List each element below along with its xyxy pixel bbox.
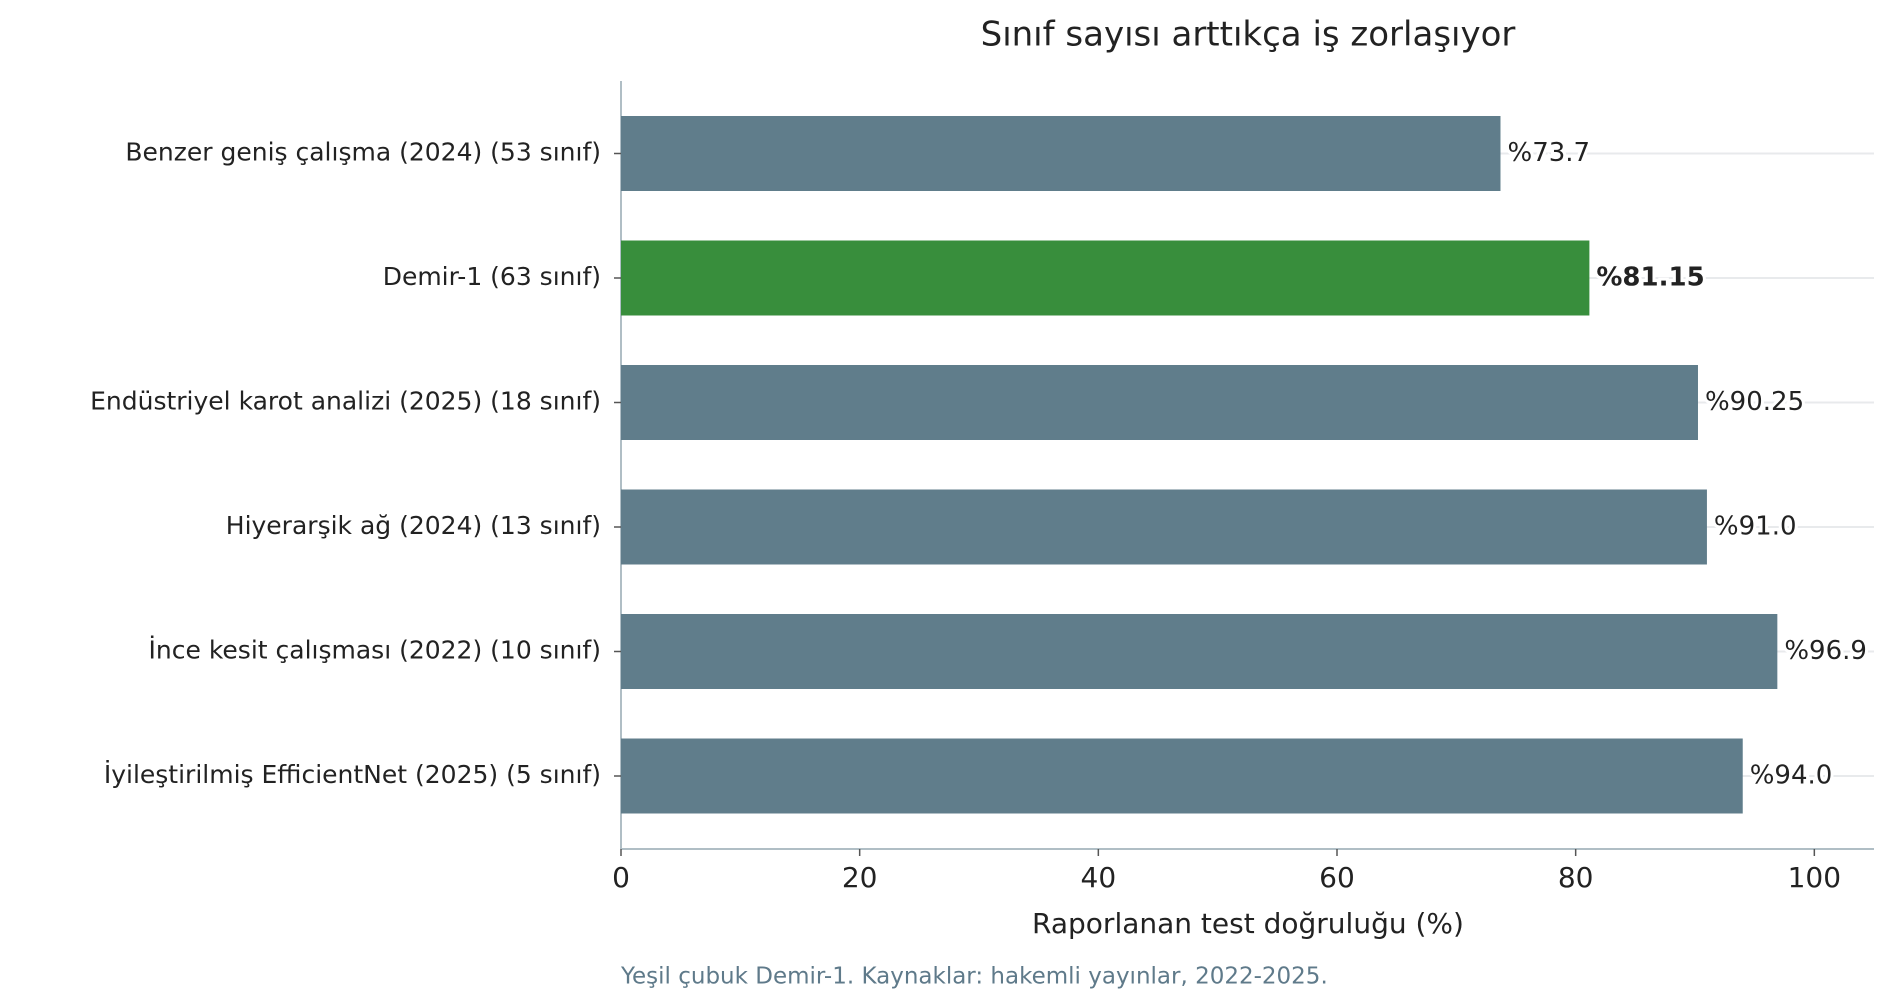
x-tick-label: 0 bbox=[612, 861, 630, 894]
chart-title: Sınıf sayısı arttıkça iş zorlaşıyor bbox=[981, 15, 1516, 55]
x-tick-label: 40 bbox=[1081, 861, 1117, 894]
value-label: %96.9 bbox=[1784, 636, 1867, 666]
x-tick-label: 20 bbox=[842, 861, 878, 894]
x-tick-label: 100 bbox=[1788, 861, 1841, 894]
value-label: %81.15 bbox=[1596, 263, 1704, 293]
x-axis-label: Raporlanan test doğruluğu (%) bbox=[1032, 907, 1464, 940]
y-tick-label: Benzer geniş çalışma (2024) (53 sınıf) bbox=[125, 138, 601, 167]
bar bbox=[621, 738, 1743, 814]
value-label: %90.25 bbox=[1705, 387, 1804, 417]
y-tick-label: İyileştirilmiş EfficientNet (2025) (5 sı… bbox=[104, 760, 601, 789]
bar bbox=[621, 116, 1501, 191]
bar bbox=[621, 240, 1590, 316]
value-label: %91.0 bbox=[1714, 512, 1797, 542]
value-label: %94.0 bbox=[1750, 761, 1833, 791]
x-tick-label: 80 bbox=[1558, 861, 1594, 894]
bar bbox=[621, 614, 1778, 689]
footnote: Yeşil çubuk Demir-1. Kaynaklar: hakemli … bbox=[620, 964, 1328, 990]
y-tick-label: İnce kesit çalışması (2022) (10 sınıf) bbox=[149, 636, 601, 665]
bar bbox=[621, 365, 1698, 440]
bar bbox=[621, 489, 1707, 565]
y-tick-label: Demir-1 (63 sınıf) bbox=[383, 262, 601, 291]
y-tick-label: Hiyerarşik ağ (2024) (13 sınıf) bbox=[226, 511, 601, 540]
x-tick-label: 60 bbox=[1319, 861, 1355, 894]
y-tick-label: Endüstriyel karot analizi (2025) (18 sın… bbox=[90, 387, 601, 416]
value-label: %73.7 bbox=[1507, 138, 1590, 168]
